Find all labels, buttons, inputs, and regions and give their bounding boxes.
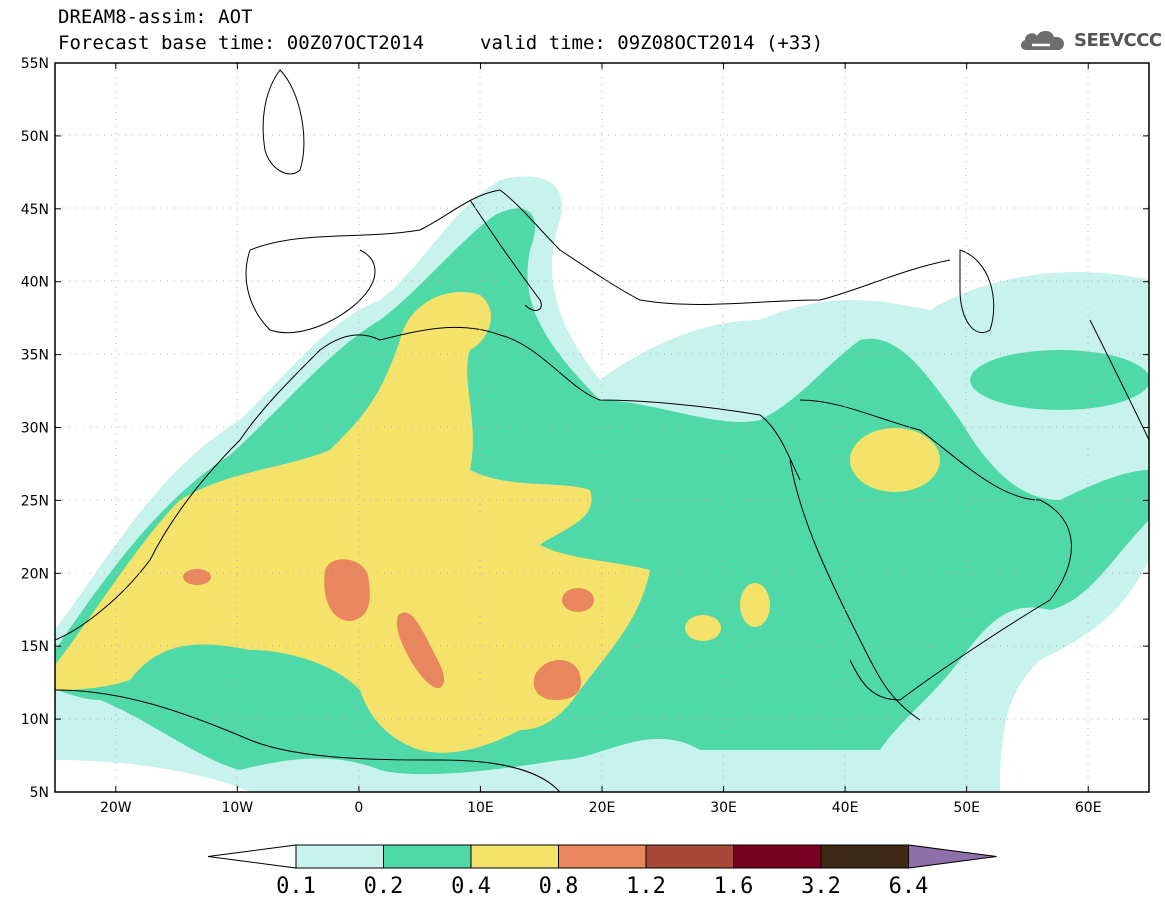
aot-patch-chad-west [562, 588, 594, 612]
lat-tick-label: 35N [21, 348, 49, 364]
lat-tick-label: 40N [21, 275, 49, 291]
coast-europe [249, 189, 951, 305]
aot-patch-caspian [970, 350, 1149, 410]
coast-guinea [55, 689, 561, 792]
cloud-icon [1020, 30, 1064, 50]
lon-tick-label: 0 [354, 800, 363, 816]
colorbar-label: 0.1 [276, 874, 316, 899]
lat-tick-label: 5N [30, 785, 49, 801]
lat-tick-label: 45N [21, 202, 49, 218]
colorbar-low-arrow [207, 844, 297, 869]
map-title: DREAM8-assim: AOT [58, 6, 253, 28]
latitude-axis: 5N 10N 15N 20N 25N 30N 35N 40N 45N 50N 55N [21, 56, 1149, 801]
lat-tick-label: 10N [21, 712, 49, 728]
lon-tick-label: 20E [589, 800, 616, 816]
coast-italy [469, 199, 542, 311]
coastlines [55, 69, 1149, 792]
forecast-base-time: Forecast base time: 00Z07OCT2014 [58, 32, 425, 54]
aot-patch-arabia [850, 428, 940, 492]
colorbar-label: 1.6 [714, 874, 754, 899]
logo-text: SEEVCCC [1074, 29, 1162, 51]
colorbar-segment [820, 844, 909, 869]
coast-britain [262, 69, 305, 175]
aot-band-0.4 [55, 292, 650, 753]
lon-tick-label: 40E [832, 800, 859, 816]
aot-patch-sudan [740, 583, 770, 627]
lon-tick-label: 60E [1075, 800, 1102, 816]
lat-tick-label: 15N [21, 639, 49, 655]
colorbar-segment [558, 844, 647, 869]
aot-patch-mali [324, 559, 370, 621]
lat-tick-label: 50N [21, 129, 49, 145]
valid-time: valid time: 09Z08OCT2014 (+33) [480, 32, 824, 54]
colorbar-label: 0.8 [539, 874, 579, 899]
coast-caspian [959, 249, 995, 333]
aot-fields [55, 176, 1149, 792]
lon-tick-label: 30E [710, 800, 737, 816]
lat-tick-label: 55N [21, 56, 49, 72]
aot-patch-mauritania [183, 569, 211, 585]
coast-red-sea [789, 459, 921, 721]
graticule [55, 63, 1149, 792]
lon-tick-label: 10E [467, 800, 494, 816]
coast-arabia [799, 399, 1072, 701]
colorbar-segment [295, 844, 384, 869]
coast-iberia [245, 249, 376, 334]
aot-patch-east-africa [740, 510, 880, 730]
colorbar-label: 3.2 [801, 874, 841, 899]
lon-tick-label: 50E [953, 800, 980, 816]
colorbar-high-arrow [908, 844, 997, 869]
colorbar-label: 1.2 [626, 874, 666, 899]
coast-west-africa [55, 334, 381, 641]
colorbar: 0.1 0.2 0.4 0.8 1.2 1.6 3.2 6.4 [207, 844, 997, 899]
aot-patch-chad [685, 615, 721, 641]
colorbar-label: 6.4 [889, 874, 929, 899]
colorbar-segment [733, 844, 822, 869]
colorbar-label: 0.4 [451, 874, 491, 899]
seevccc-logo: SEEVCCC [1018, 26, 1162, 54]
coast-north-africa [379, 326, 801, 481]
lat-tick-label: 25N [21, 493, 49, 509]
colorbar-segment [470, 844, 559, 869]
aot-patch-niger [396, 612, 445, 689]
colorbar-segment [383, 844, 472, 869]
lat-tick-label: 20N [21, 566, 49, 582]
colorbar-segment [645, 844, 734, 869]
lon-tick-label: 20W [100, 800, 132, 816]
coast-india [1089, 319, 1149, 441]
longitude-axis: 20W 10W 0 10E 20E 30E 40E 50E 60E [100, 63, 1102, 816]
colorbar-label: 0.2 [364, 874, 404, 899]
lon-tick-label: 10W [221, 800, 253, 816]
lat-tick-label: 30N [21, 421, 49, 437]
aot-patch-nigeria [533, 660, 581, 700]
